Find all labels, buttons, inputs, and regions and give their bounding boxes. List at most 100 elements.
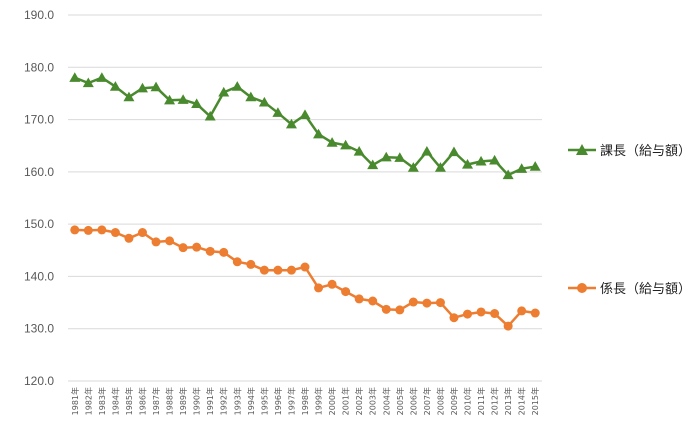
data-point[interactable] (380, 151, 392, 162)
data-point[interactable] (435, 298, 445, 308)
data-point[interactable] (327, 279, 337, 289)
data-point[interactable] (395, 305, 405, 315)
data-point[interactable] (192, 242, 202, 252)
x-tick-label: 2008年 (435, 387, 445, 415)
data-point[interactable] (219, 247, 229, 257)
data-point[interactable] (136, 82, 148, 93)
data-point[interactable] (448, 146, 460, 157)
data-point[interactable] (97, 225, 107, 235)
x-tick-label: 1999年 (314, 387, 324, 415)
data-point[interactable] (299, 109, 311, 119)
data-point[interactable] (449, 313, 459, 323)
data-point[interactable] (232, 257, 242, 267)
x-tick-label: 1990年 (192, 387, 202, 415)
x-tick-label: 1994年 (246, 387, 256, 415)
data-point[interactable] (367, 159, 379, 170)
data-point[interactable] (462, 159, 474, 169)
series-1 (70, 225, 540, 331)
data-point[interactable] (273, 265, 283, 275)
data-point[interactable] (204, 110, 216, 121)
y-tick-label: 190.0 (24, 8, 54, 22)
y-tick-label: 160.0 (24, 165, 54, 179)
x-tick-label: 2015年 (530, 387, 540, 415)
data-point[interactable] (151, 237, 161, 247)
data-point[interactable] (490, 309, 500, 319)
data-point[interactable] (70, 225, 80, 235)
x-tick-label: 1998年 (300, 387, 310, 415)
data-point[interactable] (502, 169, 514, 180)
data-point[interactable] (434, 162, 446, 172)
data-point[interactable] (124, 233, 134, 243)
data-point[interactable] (177, 94, 189, 104)
legend-triangle-marker-icon (576, 144, 588, 155)
x-tick-label: 1997年 (286, 387, 296, 415)
x-tick-label: 2009年 (449, 387, 459, 415)
x-tick-label: 2001年 (341, 387, 351, 415)
data-point[interactable] (368, 296, 378, 306)
data-point[interactable] (517, 306, 527, 316)
data-point[interactable] (96, 72, 108, 82)
legend-item-kakaricho[interactable]: 係長（給与額） (568, 282, 691, 297)
data-point[interactable] (286, 265, 296, 275)
data-point[interactable] (394, 152, 406, 162)
data-point[interactable] (313, 128, 325, 139)
data-point[interactable] (422, 298, 432, 308)
x-tick-label: 1983年 (97, 387, 107, 415)
data-point[interactable] (259, 265, 269, 275)
data-point[interactable] (421, 145, 433, 156)
data-point[interactable] (340, 139, 352, 150)
x-tick-label: 1988年 (165, 387, 175, 415)
legend-item-kacho[interactable]: 課長（給与額） (568, 143, 691, 159)
series-group (69, 72, 541, 331)
data-point[interactable] (381, 304, 391, 314)
data-point[interactable] (475, 155, 487, 166)
data-point[interactable] (489, 154, 501, 165)
data-point[interactable] (83, 225, 93, 235)
data-point[interactable] (165, 236, 175, 246)
data-point[interactable] (516, 163, 528, 173)
data-point[interactable] (178, 243, 188, 253)
data-point[interactable] (272, 107, 284, 117)
x-tick-label: 1995年 (259, 387, 269, 415)
data-point[interactable] (205, 246, 215, 256)
data-point[interactable] (150, 81, 162, 92)
x-tick-label: 1991年 (205, 387, 215, 415)
data-point[interactable] (231, 81, 243, 91)
data-point[interactable] (354, 294, 364, 304)
x-tick-label: 1981年 (70, 387, 80, 415)
data-point[interactable] (285, 118, 297, 129)
y-tick-label: 140.0 (24, 269, 54, 283)
data-point[interactable] (476, 307, 486, 317)
data-point[interactable] (69, 72, 81, 82)
data-point[interactable] (326, 137, 338, 147)
data-point[interactable] (463, 309, 473, 319)
data-point[interactable] (529, 161, 541, 171)
data-point[interactable] (164, 94, 176, 105)
x-tick-label: 1984年 (110, 387, 120, 415)
data-point[interactable] (82, 77, 94, 88)
data-point[interactable] (314, 283, 324, 293)
data-point[interactable] (300, 262, 310, 272)
data-point[interactable] (109, 81, 121, 91)
y-tick-label: 180.0 (24, 60, 54, 74)
x-tick-label: 2000年 (327, 387, 337, 415)
x-tick-label: 1986年 (137, 387, 147, 415)
data-point[interactable] (218, 86, 230, 97)
data-point[interactable] (341, 287, 351, 297)
legend: 課長（給与額） 係長（給与額） (568, 143, 691, 297)
data-point[interactable] (110, 228, 120, 238)
data-point[interactable] (245, 91, 257, 102)
data-point[interactable] (246, 259, 256, 269)
x-tick-label: 2006年 (408, 387, 418, 415)
data-point[interactable] (123, 91, 135, 102)
data-point[interactable] (353, 145, 365, 156)
data-point[interactable] (530, 308, 540, 318)
data-point[interactable] (258, 96, 270, 107)
data-point[interactable] (408, 297, 418, 307)
data-point[interactable] (191, 98, 203, 109)
data-point[interactable] (137, 228, 147, 238)
y-tick-label: 150.0 (24, 217, 54, 231)
data-point[interactable] (503, 321, 513, 331)
data-point[interactable] (407, 162, 419, 172)
